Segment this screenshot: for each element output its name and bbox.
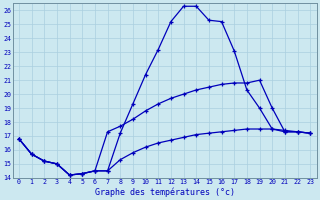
X-axis label: Graphe des températures (°c): Graphe des températures (°c) [94,187,235,197]
